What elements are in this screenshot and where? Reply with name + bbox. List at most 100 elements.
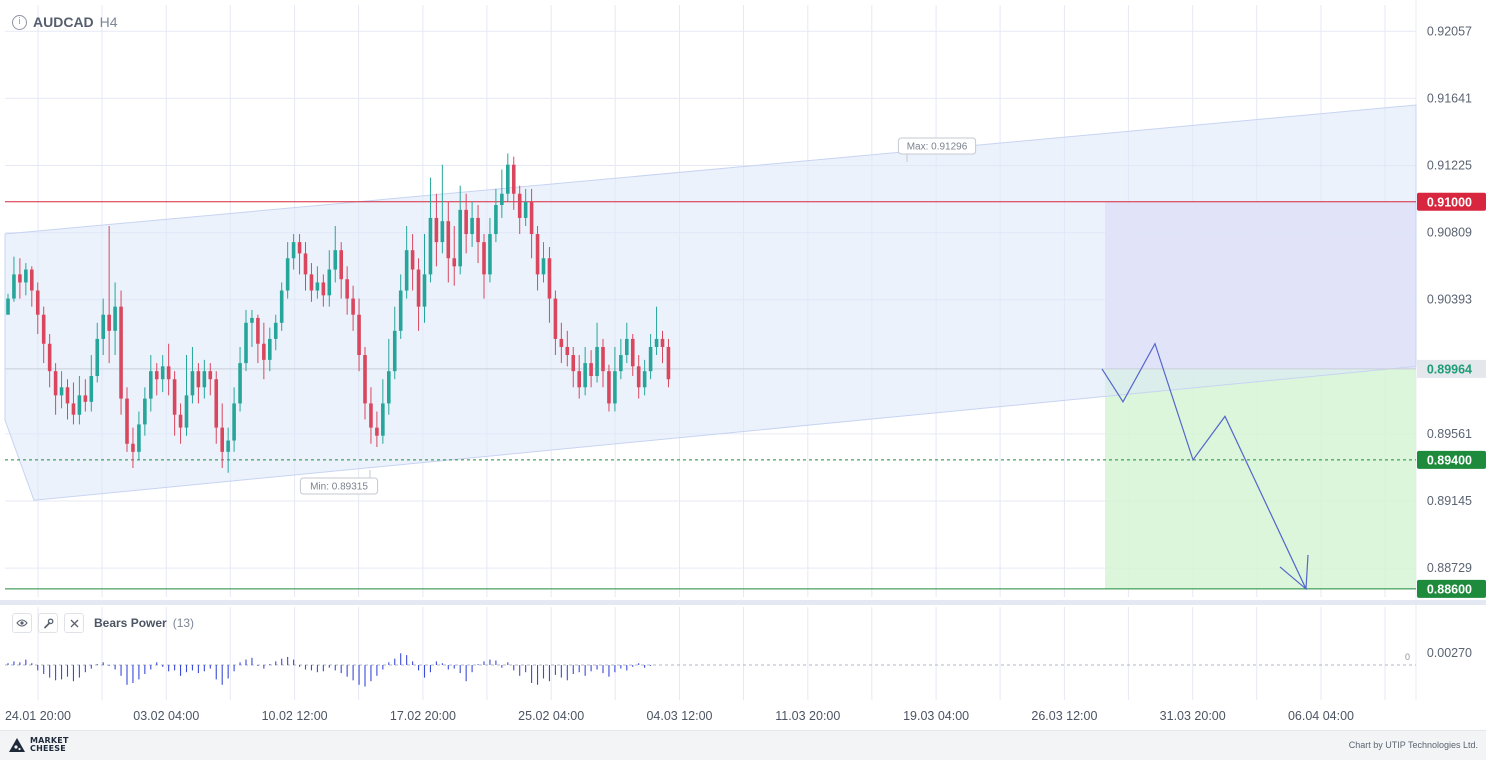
y-tick-label: 0.90809 xyxy=(1427,226,1472,240)
candle xyxy=(315,282,320,291)
candle xyxy=(464,209,468,235)
candle xyxy=(404,250,409,291)
close-icon[interactable] xyxy=(64,613,84,633)
candle xyxy=(476,217,480,243)
candle xyxy=(416,269,421,307)
candle xyxy=(59,387,64,396)
candle xyxy=(500,193,504,206)
market-cheese-logo: MARKET CHEESE xyxy=(8,737,69,753)
target-zone xyxy=(1105,368,1416,589)
candle xyxy=(392,330,397,372)
candle xyxy=(47,343,52,372)
x-tick-label: 06.04 04:00 xyxy=(1288,709,1354,723)
time-axis[interactable]: 24.01 20:00 03.02 04:00 10.02 12:00 17.02 2… xyxy=(5,709,1354,723)
x-tick-label: 25.02 04:00 xyxy=(518,709,584,723)
x-tick-label: 17.02 20:00 xyxy=(390,709,456,723)
candle xyxy=(143,398,147,425)
level-tag-label: 0.88600 xyxy=(1427,582,1472,596)
candle xyxy=(297,242,302,254)
min-label-box xyxy=(299,477,379,495)
candle xyxy=(345,279,349,299)
forecast-path xyxy=(1101,342,1309,591)
candle xyxy=(494,205,498,235)
candle xyxy=(172,379,177,415)
logo-line1: MARKET xyxy=(30,736,69,745)
candle xyxy=(125,398,129,444)
candle xyxy=(53,371,58,396)
candle xyxy=(101,314,105,339)
candle xyxy=(214,379,219,428)
candle xyxy=(559,338,564,347)
x-tick-label: 24.01 20:00 xyxy=(5,709,71,723)
candle xyxy=(523,201,528,218)
eye-icon[interactable] xyxy=(12,613,32,633)
pane-separator xyxy=(0,600,1486,605)
candle xyxy=(285,258,290,291)
indicator-y-tick: 0.00270 xyxy=(1427,646,1472,660)
candle xyxy=(636,366,641,388)
candle xyxy=(398,290,403,331)
candle xyxy=(238,363,242,404)
candle xyxy=(446,221,451,259)
max-label: Max: 0.91296 xyxy=(907,142,968,153)
candle xyxy=(381,403,385,436)
candle xyxy=(83,395,88,402)
candle xyxy=(369,403,373,428)
candle xyxy=(333,250,338,270)
symbol-label: AUDCAD xyxy=(33,14,94,30)
candle xyxy=(577,371,581,388)
logo-icon xyxy=(9,738,25,752)
chart-header: i AUDCAD H4 xyxy=(12,14,118,30)
candle xyxy=(601,346,605,372)
bears-power-panel: 0.00270 0 xyxy=(5,646,1472,687)
y-tick-label: 0.90393 xyxy=(1427,293,1472,307)
candle xyxy=(375,427,379,436)
y-tick-label: 0.91641 xyxy=(1427,91,1472,105)
candle xyxy=(160,366,165,380)
logo-line2: CHEESE xyxy=(30,744,66,753)
level-tag-label: 0.89400 xyxy=(1427,453,1472,467)
candle xyxy=(279,290,284,323)
candle xyxy=(654,338,659,347)
candle xyxy=(363,355,367,404)
candle xyxy=(541,258,546,275)
candle xyxy=(196,371,201,388)
x-tick-label: 04.03 12:00 xyxy=(646,709,712,723)
candle xyxy=(12,274,16,299)
y-tick-label: 0.92057 xyxy=(1427,24,1472,38)
candle xyxy=(482,242,486,275)
candle xyxy=(511,164,516,194)
level-tag-0.91000 xyxy=(1417,192,1486,211)
level-tag-label: 0.91000 xyxy=(1427,195,1472,209)
candle xyxy=(6,298,10,315)
candle xyxy=(642,371,647,388)
forecast-arrowhead xyxy=(1279,554,1309,591)
y-tick-label: 0.89561 xyxy=(1427,427,1472,441)
y-tick-label: 0.89145 xyxy=(1427,494,1472,508)
candle xyxy=(220,427,224,452)
candle xyxy=(89,376,94,402)
candle xyxy=(226,440,230,452)
candle xyxy=(184,395,189,428)
candle xyxy=(244,322,248,364)
candle xyxy=(208,371,213,380)
candle xyxy=(607,371,611,404)
wrench-icon[interactable] xyxy=(38,613,58,633)
candle xyxy=(458,209,462,267)
max-label-box xyxy=(897,137,977,155)
candle xyxy=(571,355,576,372)
current-price-tag xyxy=(1417,359,1486,378)
price-axis[interactable]: 0.92057 0.91641 0.91225 0.90809 0.90393 0.895… xyxy=(1417,24,1486,598)
info-icon[interactable]: i xyxy=(12,14,27,30)
forecast-line xyxy=(1101,342,1307,590)
y-tick-label: 0.91225 xyxy=(1427,159,1472,173)
candle xyxy=(660,338,665,347)
min-label: Min: 0.89315 xyxy=(310,482,368,493)
candle xyxy=(262,343,266,360)
level-tag-0.89400 xyxy=(1417,450,1486,469)
candle xyxy=(178,414,183,428)
candle xyxy=(583,363,587,388)
x-tick-label: 19.03 04:00 xyxy=(903,709,969,723)
max-min-annotations: Max: 0.91296 Min: 0.89315 xyxy=(299,137,977,495)
